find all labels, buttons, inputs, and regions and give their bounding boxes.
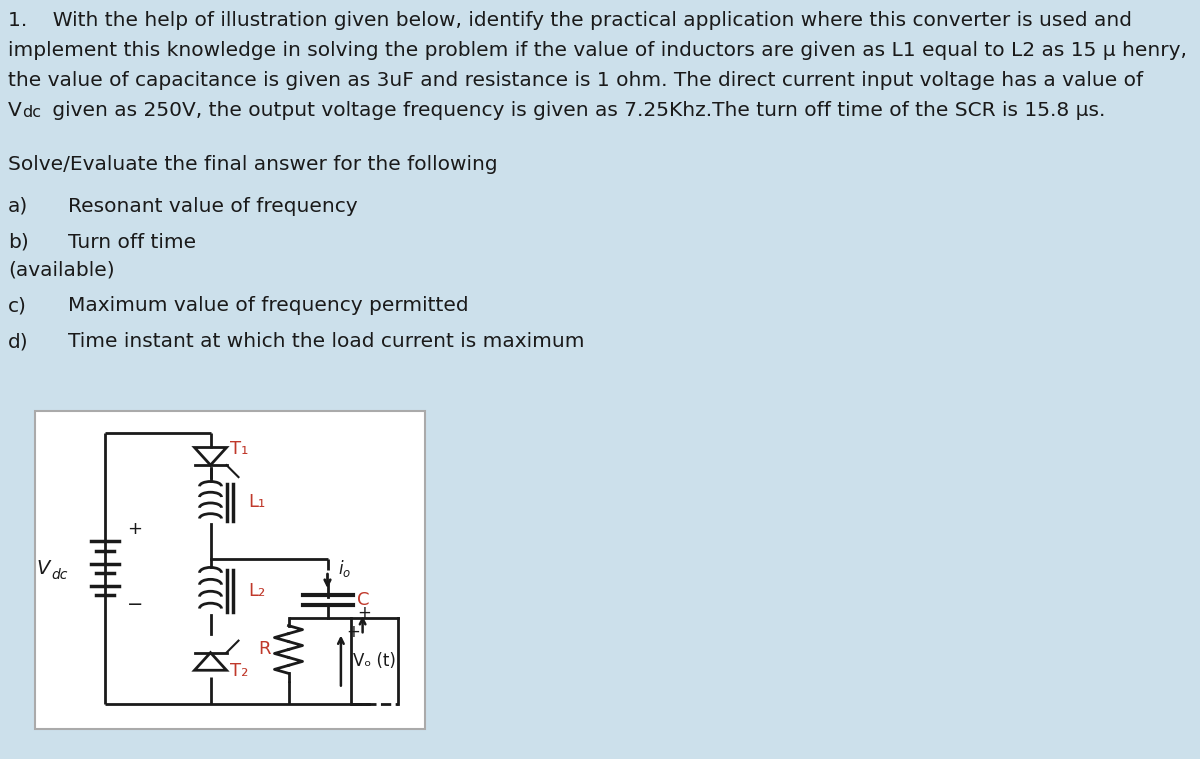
Text: Resonant value of frequency: Resonant value of frequency [68,197,358,216]
Text: Time instant at which the load current is maximum: Time instant at which the load current i… [68,332,584,351]
Text: 1.    With the help of illustration given below, identify the practical applicat: 1. With the help of illustration given b… [8,11,1132,30]
Text: d): d) [8,332,29,351]
Text: dc: dc [22,105,41,120]
Text: given as 250V, the output voltage frequency is given as 7.25Khz.The turn off tim: given as 250V, the output voltage freque… [46,101,1105,120]
Text: L₁: L₁ [248,493,265,512]
Text: Vₒ (t): Vₒ (t) [353,652,396,669]
Text: R: R [258,641,271,659]
Text: −: − [127,596,144,615]
Bar [35,411,425,729]
Text: +: + [127,520,142,537]
Text: (available): (available) [8,260,115,279]
Text: +: + [346,622,360,641]
Text: T₂: T₂ [230,662,248,680]
Text: V: V [37,559,50,578]
Text: +: + [358,604,371,622]
Text: implement this knowledge in solving the problem if the value of inductors are gi: implement this knowledge in solving the … [8,41,1187,60]
Text: $i_o$: $i_o$ [337,558,350,578]
Text: Turn off time: Turn off time [68,233,196,252]
Text: b): b) [8,233,29,252]
Text: Maximum value of frequency permitted: Maximum value of frequency permitted [68,296,469,315]
Text: a): a) [8,197,29,216]
Text: Solve/Evaluate the final answer for the following: Solve/Evaluate the final answer for the … [8,155,498,174]
Text: the value of capacitance is given as 3uF and resistance is 1 ohm. The direct cur: the value of capacitance is given as 3uF… [8,71,1144,90]
Text: L₂: L₂ [248,581,265,600]
Text: V: V [8,101,22,120]
Text: c): c) [8,296,26,315]
Text: T₁: T₁ [230,439,248,458]
Text: dc: dc [50,568,67,581]
Text: C: C [358,591,370,609]
